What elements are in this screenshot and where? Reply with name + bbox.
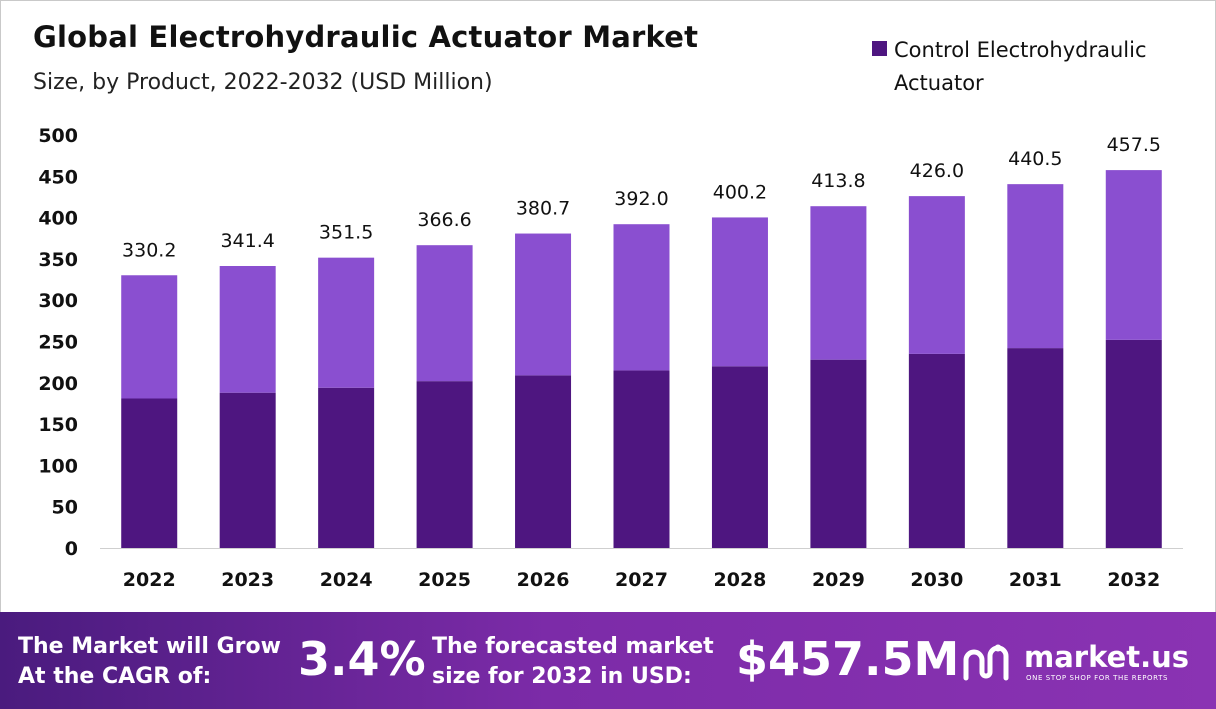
y-tick-label: 450	[38, 166, 78, 188]
bar-chart: 0 50 100 150 200 250 300 350 400 450 500 330.2 2022 3…	[38, 125, 1183, 591]
market-us-logo-icon	[963, 644, 1009, 681]
bar-segment-control	[1105, 339, 1162, 548]
x-tick-label: 2029	[812, 569, 865, 591]
y-tick-label: 50	[52, 497, 78, 519]
bar-segment-control	[908, 353, 965, 548]
bar-value-label: 426.0	[910, 160, 964, 182]
bar-segment-other	[121, 275, 178, 399]
y-tick-label: 100	[38, 455, 78, 477]
x-tick-label: 2030	[910, 569, 963, 591]
x-tick-label: 2027	[615, 569, 668, 591]
x-tick-label: 2026	[517, 569, 570, 591]
cagr-label: The Market will Grow At the CAGR of:	[18, 634, 281, 689]
bar-segment-other	[416, 245, 473, 382]
bar-segment-other	[1007, 184, 1064, 349]
bar-value-label: 330.2	[122, 239, 176, 261]
cagr-value: 3.4%	[298, 632, 426, 686]
x-tick-label: 2032	[1107, 569, 1160, 591]
x-tick-label: 2028	[714, 569, 767, 591]
x-tick-label: 2024	[320, 569, 373, 591]
y-tick-label: 300	[38, 290, 78, 312]
x-tick-label: 2023	[221, 569, 274, 591]
bar-value-label: 413.8	[811, 170, 865, 192]
brand-logo: market.us ONE STOP SHOP FOR THE REPORTS	[962, 640, 1192, 692]
y-tick-label: 500	[38, 125, 78, 147]
bar-value-label: 392.0	[614, 188, 668, 210]
bar-segment-control	[810, 359, 867, 548]
bar-value-label: 400.2	[713, 181, 767, 203]
brand-tagline: ONE STOP SHOP FOR THE REPORTS	[1026, 674, 1169, 682]
bar-segment-other	[613, 224, 670, 371]
legend-swatch	[872, 41, 887, 56]
bar-segment-control	[416, 381, 473, 548]
bar-segment-other	[908, 196, 965, 354]
bar-segment-other	[810, 206, 867, 360]
x-tick-label: 2031	[1009, 569, 1062, 591]
bar-segment-other	[318, 257, 375, 388]
bar-value-label: 351.5	[319, 222, 373, 244]
bar-value-label: 341.4	[220, 230, 274, 252]
x-tick-label: 2025	[418, 569, 471, 591]
chart-subtitle: Size, by Product, 2022-2032 (USD Million…	[33, 70, 493, 95]
brand-name: market.us	[1024, 640, 1190, 674]
bar-segment-control	[219, 392, 276, 548]
legend-label: Control Electrohydraulic Actuator	[894, 38, 1147, 95]
y-tick-label: 200	[38, 373, 78, 395]
bar-segment-other	[711, 217, 768, 367]
y-tick-label: 0	[65, 538, 78, 560]
bar-value-label: 366.6	[417, 209, 471, 231]
bar-value-label: 380.7	[516, 198, 570, 220]
y-tick-label: 350	[38, 249, 78, 271]
forecast-value: $457.5M	[736, 632, 960, 686]
y-tick-label: 250	[38, 332, 78, 354]
bar-value-label: 457.5	[1107, 134, 1161, 156]
bar-segment-other	[1105, 170, 1162, 340]
chart-title: Global Electrohydraulic Actuator Market	[33, 20, 699, 54]
bar-segment-other	[515, 233, 572, 376]
y-tick-label: 150	[38, 414, 78, 436]
y-tick-label: 400	[38, 208, 78, 230]
bar-segment-control	[613, 370, 670, 548]
bar-value-label: 440.5	[1008, 148, 1062, 170]
bar-segment-control	[515, 375, 572, 548]
x-tick-label: 2022	[123, 569, 176, 591]
footer-banner: The Market will Grow At the CAGR of: 3.4…	[0, 612, 1216, 709]
bar-segment-control	[318, 387, 375, 548]
bar-segment-other	[219, 266, 276, 393]
bar-segment-control	[1007, 348, 1064, 548]
forecast-label: The forecasted market size for 2032 in U…	[432, 634, 714, 689]
bar-segment-control	[711, 366, 768, 548]
bar-segment-control	[121, 398, 178, 548]
